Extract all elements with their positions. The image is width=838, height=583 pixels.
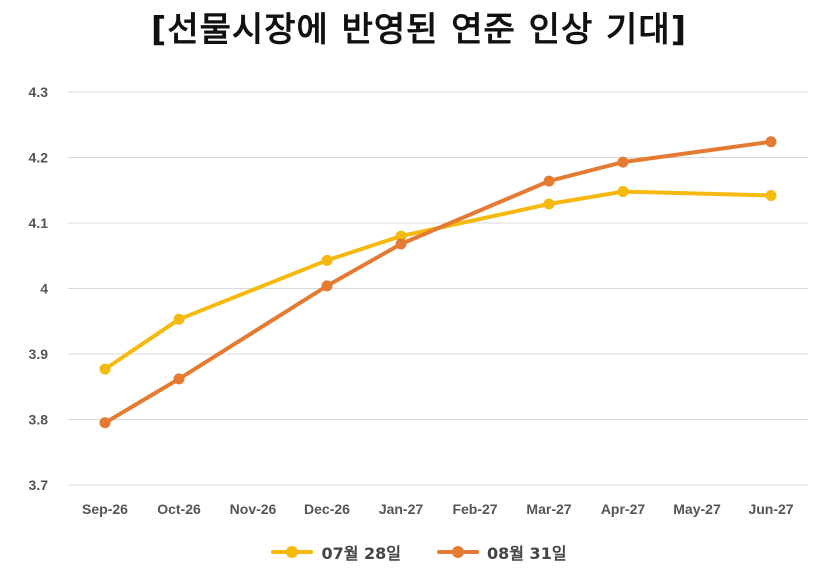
x-tick-label: May-27 xyxy=(673,501,721,517)
chart-title: [선물시장에 반영된 연준 인상 기대] xyxy=(150,10,688,50)
y-tick-label: 4.2 xyxy=(29,150,49,166)
x-tick-label: Jan-27 xyxy=(379,501,424,517)
data-point-series-1 xyxy=(321,254,333,266)
gridlines xyxy=(68,91,808,486)
y-tick-label: 4.1 xyxy=(29,215,49,231)
legend-label-series-1: 07월 28일 xyxy=(321,544,401,563)
x-tick-label: Oct-26 xyxy=(157,501,201,517)
legend-marker-series-2 xyxy=(437,546,479,558)
y-tick-label: 3.7 xyxy=(29,477,49,493)
x-tick-label: Feb-27 xyxy=(452,501,497,517)
legend-item-series-2: 08월 31일 xyxy=(437,540,567,564)
data-point-series-2 xyxy=(395,238,407,250)
y-tick-label: 3.9 xyxy=(29,346,49,362)
y-tick-label: 4.3 xyxy=(29,84,49,100)
data-point-series-2 xyxy=(543,175,555,187)
data-point-series-1 xyxy=(173,313,185,325)
legend-marker-series-1 xyxy=(271,546,314,558)
x-tick-label: Mar-27 xyxy=(526,501,571,517)
data-point-series-1 xyxy=(765,189,777,201)
x-tick-label: Sep-26 xyxy=(82,501,128,517)
data-point-series-1 xyxy=(617,186,629,198)
x-axis-ticks: Sep-26 Oct-26 Nov-26 Dec-26 Jan-27 Feb-27 Mar-… xyxy=(82,501,794,517)
data-point-series-2 xyxy=(173,373,185,385)
series-line-2 xyxy=(103,139,773,425)
series-layer xyxy=(99,136,777,429)
data-point-series-1 xyxy=(395,230,407,242)
legend: 07월 28일 08월 31일 xyxy=(0,540,838,564)
series-line-1 xyxy=(103,189,773,372)
data-point-series-1 xyxy=(99,363,111,375)
data-point-series-1 xyxy=(543,198,555,210)
x-tick-label: Apr-27 xyxy=(601,501,646,517)
data-point-series-2 xyxy=(617,156,629,168)
legend-item-series-1: 07월 28일 xyxy=(271,540,401,564)
legend-label-series-2: 08월 31일 xyxy=(487,544,567,563)
y-tick-label: 4 xyxy=(40,281,48,297)
x-tick-label: Dec-26 xyxy=(304,501,350,517)
x-tick-label: Jun-27 xyxy=(748,501,793,517)
y-tick-label: 3.8 xyxy=(29,412,49,428)
y-axis-ticks: 3.7 3.8 3.9 4 4.1 4.2 4.3 xyxy=(29,84,49,493)
data-point-series-2 xyxy=(99,417,111,429)
x-tick-label: Nov-26 xyxy=(230,501,277,517)
data-point-series-2 xyxy=(321,280,333,292)
data-point-series-2 xyxy=(765,136,777,148)
